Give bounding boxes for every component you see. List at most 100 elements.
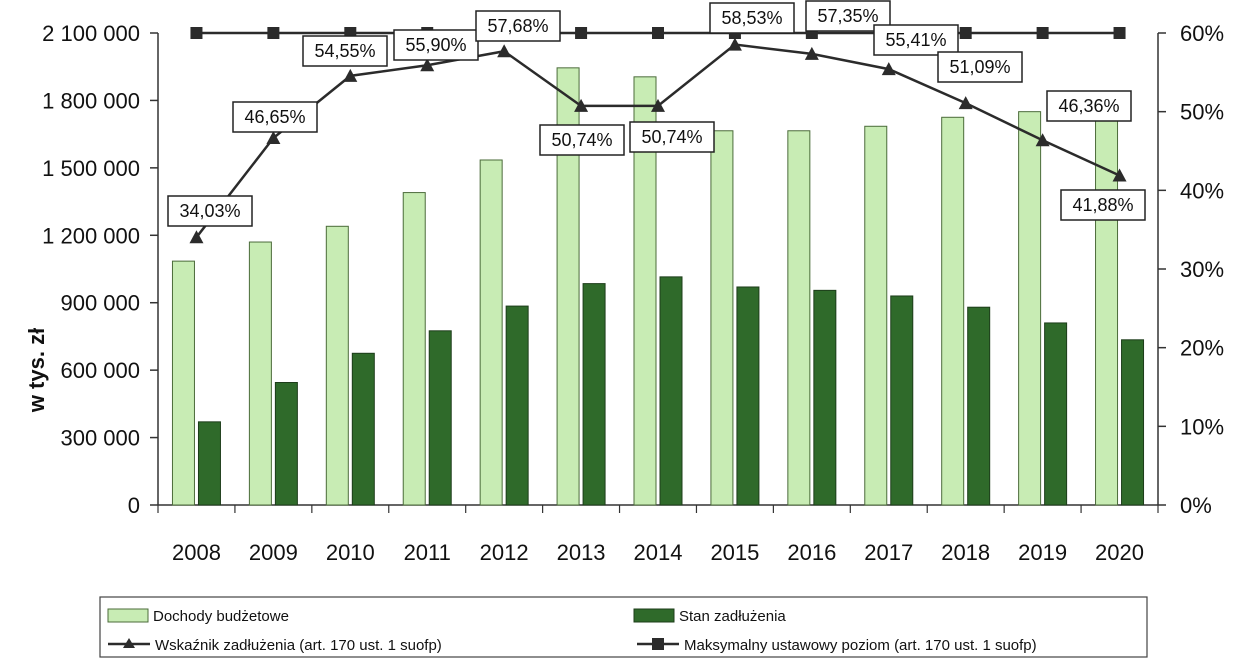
legend: Dochody budżetowe Stan zadłużenia Wskaźn… — [99, 596, 1148, 658]
data-label-box — [393, 29, 479, 61]
marker-debt-ratio — [958, 96, 973, 110]
x-tick-label: 2010 — [326, 540, 375, 565]
legend-swatch-budget — [107, 608, 149, 623]
marker-debt-ratio — [189, 230, 204, 244]
data-label-box — [302, 35, 388, 67]
y2-tick-label: 20% — [1180, 336, 1224, 361]
marker-debt-ratio — [574, 98, 589, 112]
data-label: 50,74% — [551, 130, 612, 150]
x-tick-label: 2018 — [941, 540, 990, 565]
data-label: 57,35% — [817, 6, 878, 26]
data-label: 50,74% — [641, 127, 702, 147]
y-axis-title: w tys. zł — [24, 328, 49, 413]
x-tick-label: 2019 — [1018, 540, 1067, 565]
data-label-box — [167, 195, 253, 227]
y-tick-label: 1 800 000 — [42, 88, 140, 113]
bar-stan-zadluzenia — [274, 382, 298, 506]
data-label-box — [873, 24, 959, 56]
data-label: 46,36% — [1058, 96, 1119, 116]
y2-tick-label: 40% — [1180, 178, 1224, 203]
data-label-box — [709, 2, 795, 34]
bar-dochody-budzetowe — [479, 159, 503, 506]
x-tick-label: 2011 — [404, 540, 451, 565]
legend-frame — [99, 596, 1148, 658]
marker-max-level — [575, 27, 588, 39]
axes: 0 300 000 600 000 900 000 1 200 000 1 500 000… — [24, 21, 1224, 565]
bar-dochody-budzetowe — [171, 260, 195, 506]
bar-dochody-budzetowe — [1018, 111, 1042, 506]
marker-debt-ratio — [1035, 133, 1050, 147]
data-label-box — [232, 101, 318, 133]
legend-label-max: Maksymalny ustawowy poziom (art. 170 ust… — [684, 637, 1037, 654]
data-label-box — [475, 10, 561, 42]
data-label: 34,03% — [179, 201, 240, 221]
data-label: 46,65% — [244, 107, 305, 127]
bar-stan-zadluzenia — [197, 421, 221, 506]
marker-max-level — [652, 27, 664, 39]
x-tick-label: 2017 — [864, 540, 913, 565]
y2-tick-label: 60% — [1180, 21, 1224, 46]
data-label-box — [1060, 189, 1146, 221]
bar-dochody-budzetowe — [325, 225, 349, 506]
data-label-box — [1046, 90, 1132, 122]
x-tick-label: 2014 — [634, 540, 683, 565]
bar-stan-zadluzenia — [813, 289, 837, 506]
data-label: 57,68% — [487, 16, 548, 36]
data-label: 54,55% — [314, 41, 375, 61]
x-tick-label: 2015 — [710, 540, 759, 565]
data-label: 51,09% — [949, 57, 1010, 77]
bar-dochody-budzetowe — [787, 130, 811, 506]
bar-stan-zadluzenia — [659, 276, 683, 506]
bar-stan-zadluzenia — [505, 305, 529, 506]
marker-max-level — [1113, 27, 1126, 39]
y-tick-label: 1 500 000 — [42, 156, 140, 181]
bar-dochody-budzetowe — [1095, 117, 1119, 506]
bar-dochody-budzetowe — [633, 76, 657, 506]
x-tick-label: 2020 — [1095, 540, 1144, 565]
legend-label-debt: Stan zadłużenia — [679, 608, 786, 625]
legend-label-budget: Dochody budżetowe — [153, 608, 289, 625]
bar-stan-zadluzenia — [428, 330, 452, 506]
data-label-box — [539, 124, 625, 156]
data-label: 55,41% — [885, 30, 946, 50]
bar-stan-zadluzenia — [736, 286, 760, 506]
y-tick-label: 2 100 000 — [42, 21, 140, 46]
bar-stan-zadluzenia — [1044, 322, 1068, 506]
bar-dochody-budzetowe — [941, 116, 965, 506]
marker-debt-ratio — [804, 46, 819, 60]
legend-marker-triangle — [123, 638, 135, 648]
marker-max-level — [267, 27, 280, 39]
bar-dochody-budzetowe — [556, 67, 580, 506]
y-tick-label: 600 000 — [60, 358, 140, 383]
bar-dochody-budzetowe — [248, 241, 272, 506]
data-label: 58,53% — [721, 8, 782, 28]
marker-max-level — [1036, 27, 1049, 39]
data-labels: 34,03% 46,65% 54,55% 55,90% 57,68% 50,74% 50,7… — [167, 0, 1146, 227]
bar-stan-zadluzenia — [351, 352, 375, 506]
legend-marker-square — [652, 638, 664, 650]
marker-debt-ratio — [651, 98, 665, 112]
legend-swatch-debt — [633, 608, 675, 623]
data-label-box — [629, 121, 715, 153]
marker-debt-ratio — [881, 62, 896, 76]
marker-debt-ratio — [727, 37, 742, 51]
y2-tick-label: 0% — [1180, 493, 1212, 518]
x-tick-label: 2016 — [787, 540, 836, 565]
bar-dochody-budzetowe — [710, 130, 734, 506]
x-tick-label: 2013 — [557, 540, 606, 565]
marker-debt-ratio — [1112, 168, 1127, 182]
y2-tick-label: 10% — [1180, 414, 1224, 439]
marker-debt-ratio — [343, 68, 358, 82]
legend-label-ratio: Wskaźnik zadłużenia (art. 170 ust. 1 suo… — [155, 637, 442, 654]
marker-max-level — [190, 27, 203, 39]
x-tick-label: 2009 — [249, 540, 298, 565]
bar-dochody-budzetowe — [864, 125, 888, 506]
bar-stan-zadluzenia — [967, 306, 991, 506]
marker-debt-ratio — [420, 58, 435, 72]
y-tick-label: 1 200 000 — [42, 223, 140, 248]
bars — [171, 67, 1145, 506]
data-label: 41,88% — [1072, 195, 1133, 215]
marker-debt-ratio — [266, 131, 281, 145]
